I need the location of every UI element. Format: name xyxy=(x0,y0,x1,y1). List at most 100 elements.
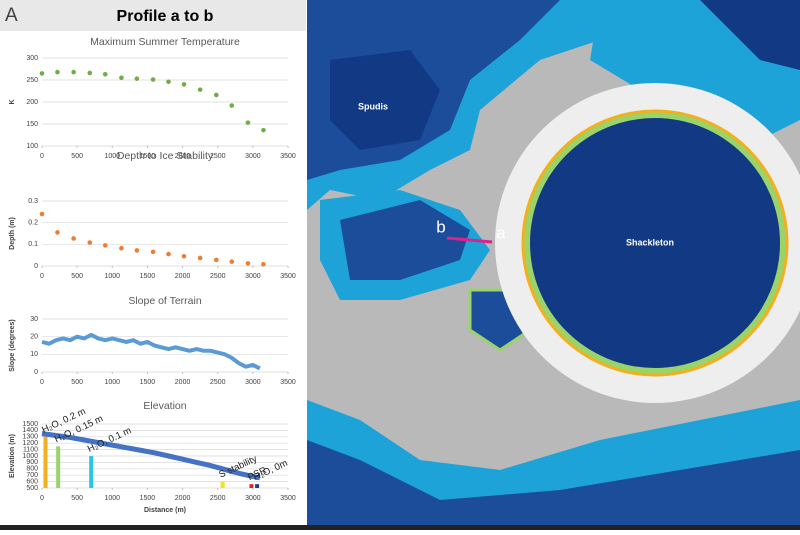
point xyxy=(55,230,60,235)
x-tick-label: 3000 xyxy=(245,273,261,280)
y-axis-label: Depth (m) xyxy=(9,217,16,250)
y-tick-label: 200 xyxy=(26,99,38,106)
profile-line xyxy=(446,236,493,244)
point xyxy=(119,75,124,81)
point xyxy=(150,77,156,82)
point xyxy=(229,103,235,108)
point xyxy=(261,127,266,133)
point xyxy=(87,240,93,245)
y-tick-label: 150 xyxy=(26,121,38,128)
point xyxy=(229,259,235,264)
map-region xyxy=(700,0,800,70)
x-tick-label: 2500 xyxy=(210,153,226,160)
x-tick-label: 3000 xyxy=(245,379,261,386)
map-label: a xyxy=(496,223,506,242)
y-tick-label: 0 xyxy=(34,263,38,270)
y-tick-label: 500 xyxy=(26,485,38,492)
chart-title: Slope of Terrain xyxy=(128,295,202,307)
point xyxy=(245,120,251,125)
point xyxy=(150,249,156,255)
y-tick-label: 600 xyxy=(26,478,38,485)
marker-bar xyxy=(89,456,94,488)
y-tick-label: 0.2 xyxy=(28,220,38,227)
x-tick-label: 0 xyxy=(40,495,44,502)
y-tick-label: 800 xyxy=(26,466,38,473)
y-tick-label: 0 xyxy=(34,369,38,376)
point xyxy=(119,245,124,251)
y-tick-label: 1500 xyxy=(22,421,38,428)
point xyxy=(134,76,140,81)
x-tick-label: 2500 xyxy=(210,273,226,280)
y-axis-label: K xyxy=(9,99,16,104)
x-tick-label: 1500 xyxy=(140,153,156,160)
x-tick-label: 500 xyxy=(71,153,83,160)
point xyxy=(39,71,45,76)
point xyxy=(181,253,187,259)
x-tick-label: 1500 xyxy=(140,273,156,280)
chart-title: Maximum Summer Temperature xyxy=(90,36,240,48)
x-tick-label: 3500 xyxy=(280,273,296,280)
y-tick-label: 20 xyxy=(30,334,38,341)
map-region xyxy=(330,50,440,150)
y-tick-label: 10 xyxy=(30,351,38,358)
point xyxy=(166,79,171,85)
header-bar xyxy=(0,0,306,31)
map-label: Spudis xyxy=(358,101,388,111)
x-tick-label: 3500 xyxy=(280,379,296,386)
y-tick-label: 0.1 xyxy=(28,241,38,248)
x-tick-label: 3000 xyxy=(245,153,261,160)
point xyxy=(134,248,140,253)
x-tick-label: 1000 xyxy=(104,273,120,280)
map-label: Shackleton xyxy=(626,237,674,247)
y-tick-label: 1400 xyxy=(22,427,38,434)
bottom-strip xyxy=(0,525,800,530)
x-tick-label: 500 xyxy=(71,379,83,386)
x-tick-label: 3500 xyxy=(280,153,296,160)
x-tick-label: 2500 xyxy=(210,495,226,502)
y-tick-label: 100 xyxy=(26,143,38,150)
map-region xyxy=(340,200,470,280)
point xyxy=(102,71,108,77)
marker-bar xyxy=(220,481,225,488)
x-axis-label: Distance (m) xyxy=(144,507,186,514)
y-tick-label: 900 xyxy=(26,459,38,466)
chart-title: Elevation xyxy=(143,400,186,412)
y-tick-label: 700 xyxy=(26,472,38,479)
chart-title: Depth to Ice Stability xyxy=(117,150,214,162)
point xyxy=(39,211,45,217)
panel-label: A xyxy=(5,5,18,26)
x-tick-label: 1000 xyxy=(104,495,120,502)
y-tick-label: 0.3 xyxy=(28,198,38,205)
map: Spudis Shackleton b a xyxy=(307,0,800,525)
x-tick-label: 2500 xyxy=(210,379,226,386)
point xyxy=(102,243,108,248)
x-tick-label: 1500 xyxy=(140,379,156,386)
y-axis-label: Slope (degrees) xyxy=(9,319,16,372)
point xyxy=(261,261,266,267)
x-tick-label: 3500 xyxy=(280,495,296,502)
marker-bar xyxy=(249,484,254,488)
point xyxy=(71,236,76,241)
x-tick-label: 2000 xyxy=(175,273,191,280)
crater-floor xyxy=(530,118,780,368)
x-tick-label: 2000 xyxy=(175,379,191,386)
line xyxy=(41,332,261,371)
y-axis-label: Elevation (m) xyxy=(9,434,16,478)
x-tick-label: 0 xyxy=(40,153,44,160)
x-tick-label: 1000 xyxy=(104,153,120,160)
marker-bar xyxy=(56,446,61,488)
x-tick-label: 2000 xyxy=(175,153,191,160)
y-tick-label: 30 xyxy=(30,316,38,323)
y-tick-label: 1200 xyxy=(22,440,38,447)
x-tick-label: 0 xyxy=(40,273,44,280)
point xyxy=(166,251,171,257)
x-tick-label: 0 xyxy=(40,379,44,386)
x-tick-label: 1500 xyxy=(140,495,156,502)
y-tick-label: 250 xyxy=(26,77,38,84)
point xyxy=(55,69,60,75)
map-region xyxy=(307,440,800,525)
x-tick-label: 500 xyxy=(71,495,83,502)
x-tick-label: 2000 xyxy=(175,495,191,502)
point xyxy=(214,92,219,98)
point xyxy=(214,257,219,263)
